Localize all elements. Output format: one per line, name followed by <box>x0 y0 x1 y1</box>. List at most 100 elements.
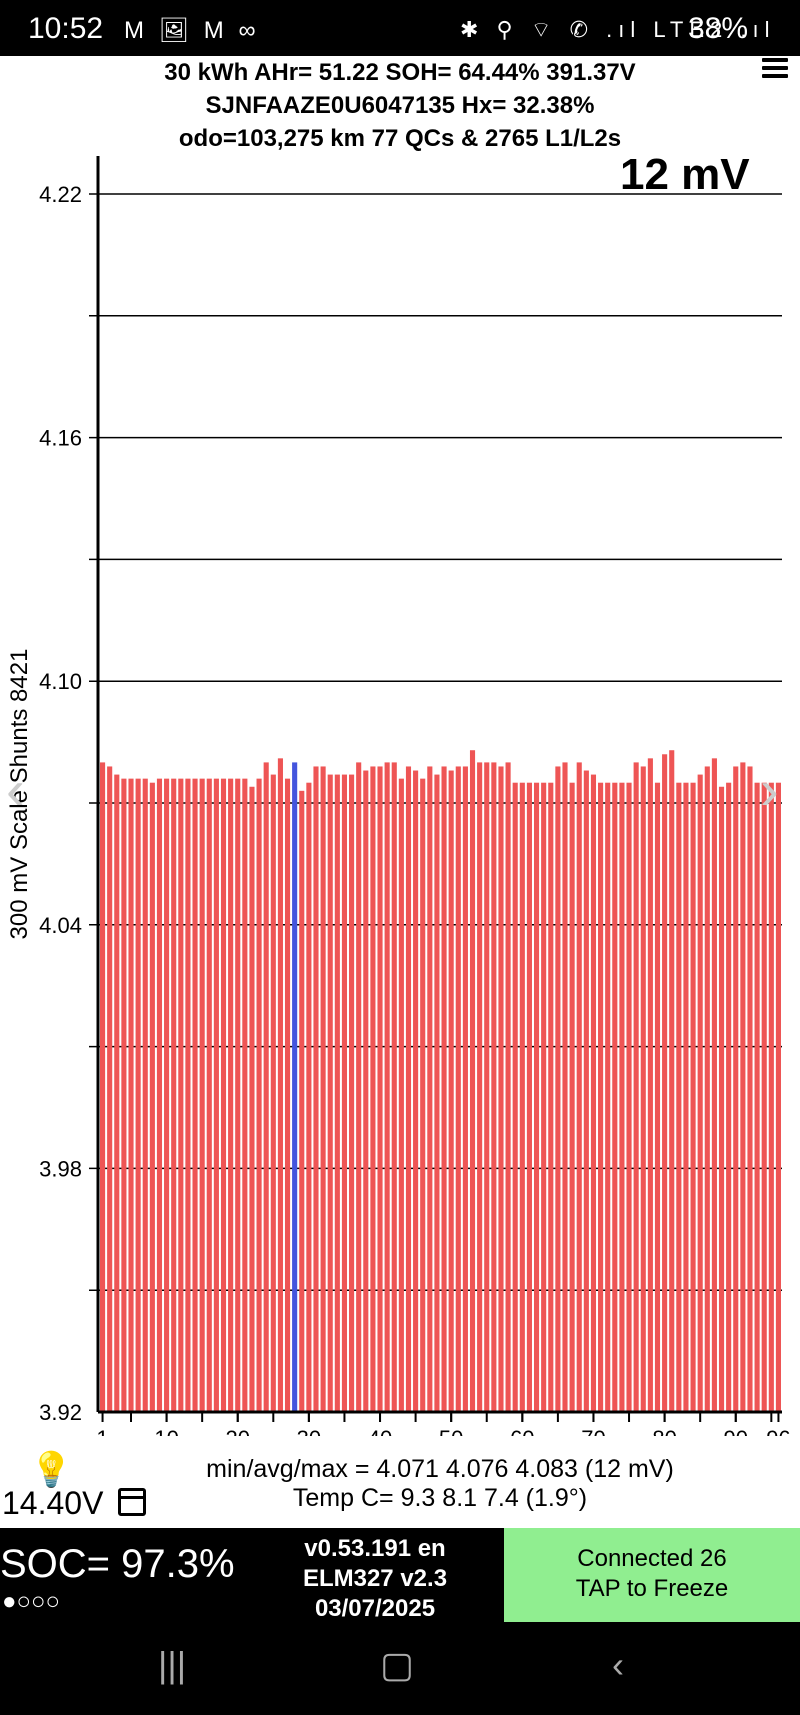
capacity-line: 30 kWh AHr= 51.22 SOH= 64.44% 391.37V <box>164 59 636 86</box>
bar <box>633 762 639 1412</box>
bar <box>697 774 703 1412</box>
calendar-icon[interactable] <box>118 1488 146 1516</box>
bar <box>662 754 668 1412</box>
bar <box>242 778 248 1412</box>
bar <box>192 778 198 1412</box>
scale-label: 12 mV <box>620 150 750 199</box>
bar <box>149 782 155 1412</box>
bar <box>320 766 326 1412</box>
x-tick-label: 20 <box>225 1426 249 1436</box>
bar <box>654 782 661 1412</box>
bar <box>171 778 177 1412</box>
bar <box>669 750 675 1412</box>
bar <box>733 766 739 1412</box>
lightbulb-icon[interactable]: 💡 <box>30 1451 73 1489</box>
connect-freeze-button[interactable]: Connected 26 TAP to Freeze <box>504 1528 800 1622</box>
bar <box>228 778 234 1412</box>
bar <box>249 786 255 1412</box>
bar <box>277 758 283 1412</box>
bar <box>206 778 212 1412</box>
bar <box>178 778 184 1412</box>
bar <box>405 766 412 1412</box>
bar <box>370 766 376 1412</box>
odometer-line: odo=103,275 km 77 QCs & 2765 L1/L2s <box>178 125 622 152</box>
bar <box>562 762 568 1412</box>
hamburger-menu-icon[interactable] <box>762 58 788 82</box>
bar <box>519 782 525 1412</box>
bar <box>541 782 547 1412</box>
x-tick-label: 90 <box>724 1426 748 1436</box>
soc-readout: SOC= 97.3% <box>0 1542 235 1586</box>
bar <box>427 766 433 1412</box>
bar <box>477 762 483 1412</box>
bar <box>156 778 163 1412</box>
x-tick-label: 1 <box>96 1426 108 1436</box>
x-tick-label: 80 <box>652 1426 676 1436</box>
bar <box>114 774 120 1412</box>
x-tick-label: 60 <box>510 1426 534 1436</box>
bar <box>270 774 276 1412</box>
bar <box>420 778 426 1412</box>
bar <box>526 782 532 1412</box>
cell-voltage-chart[interactable]: 3.92 3.98 4.04 4.10 4.16 4.22 1 10 20 30 40 50 60 70 8… <box>0 156 800 1436</box>
x-tick-label: 40 <box>368 1426 392 1436</box>
bar <box>512 782 518 1412</box>
bar <box>583 770 589 1412</box>
bar <box>100 762 106 1412</box>
clock: 10:52 <box>28 12 104 45</box>
bar <box>377 766 383 1412</box>
version-info: v0.53.191 en ELM327 v2.3 03/07/2025 <box>255 1534 495 1624</box>
bar <box>334 774 340 1412</box>
bar <box>292 762 298 1412</box>
bar <box>498 766 504 1412</box>
cell-stats: min/avg/max = 4.071 4.076 4.083 (12 mV) … <box>160 1455 720 1513</box>
x-tick-label: 50 <box>439 1426 463 1436</box>
bar <box>711 758 717 1412</box>
bar <box>555 766 561 1412</box>
y-tick-label: 4.22 <box>39 182 82 207</box>
bar <box>598 782 604 1412</box>
bar <box>590 774 597 1412</box>
battery-summary-header: 30 kWh AHr= 51.22 SOH= 64.44% 391.37V SJ… <box>0 56 800 156</box>
bar <box>505 762 511 1412</box>
back-button[interactable]: ‹ <box>612 1644 624 1685</box>
bar <box>747 766 753 1412</box>
bar <box>484 762 490 1412</box>
recents-button[interactable]: ||| <box>158 1644 187 1685</box>
vin-line: SJNFAAZE0U6047135 Hx= 32.38% <box>205 92 595 119</box>
bar <box>135 778 141 1412</box>
bar <box>398 778 404 1412</box>
adapter-version: ELM327 v2.3 <box>302 1565 448 1592</box>
bar <box>462 766 468 1412</box>
bar <box>775 782 781 1412</box>
home-button[interactable]: ▢ <box>380 1644 415 1685</box>
bar <box>690 782 696 1412</box>
bar <box>434 774 440 1412</box>
x-tick-label: 70 <box>581 1426 605 1436</box>
notification-icons: M 🖼 M ∞ <box>124 17 260 44</box>
y-tick-label: 4.10 <box>39 669 82 694</box>
bar <box>455 766 461 1412</box>
bar <box>726 782 732 1412</box>
y-tick-label: 3.98 <box>39 1156 82 1181</box>
bar <box>413 770 419 1412</box>
status-bar: 10:52 M 🖼 M ∞ ✱ ⚲ ⌔ ✆ .ıl LTE2 .ıl 38% <box>0 0 800 56</box>
system-status-icons: ✱ ⚲ ⌔ ✆ .ıl LTE2 .ıl <box>460 17 776 42</box>
bar <box>754 782 760 1412</box>
bar <box>384 762 390 1412</box>
bar <box>164 778 170 1412</box>
next-screen-icon[interactable]: › <box>760 758 779 821</box>
page-indicator: ●○○○ <box>2 1588 60 1615</box>
previous-screen-icon[interactable]: ‹ <box>6 758 25 821</box>
bar <box>640 766 646 1412</box>
bar <box>647 758 653 1412</box>
android-nav-bar: ||| ▢ ‹ <box>0 1622 800 1715</box>
x-tick-label: 96 <box>766 1426 790 1436</box>
bar <box>256 778 262 1412</box>
bar <box>683 782 689 1412</box>
temperatures: Temp C= 9.3 8.1 7.4 (1.9°) <box>292 1484 588 1512</box>
bar <box>605 782 611 1412</box>
bar <box>619 782 625 1412</box>
bar <box>128 778 134 1412</box>
bottom-panel: SOC= 97.3% ●○○○ v0.53.191 en ELM327 v2.3… <box>0 1528 800 1622</box>
